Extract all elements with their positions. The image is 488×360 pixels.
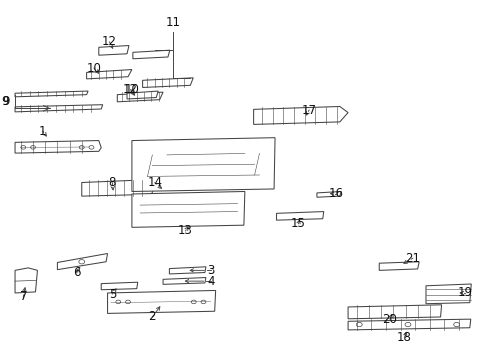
- Text: 4: 4: [206, 275, 214, 288]
- Text: 15: 15: [290, 217, 305, 230]
- Text: 5: 5: [108, 288, 116, 301]
- Text: 2: 2: [148, 310, 156, 324]
- Text: 3: 3: [206, 264, 214, 277]
- Polygon shape: [347, 305, 441, 319]
- Text: 12: 12: [102, 35, 117, 49]
- Polygon shape: [15, 91, 88, 97]
- Polygon shape: [15, 105, 102, 112]
- Polygon shape: [316, 192, 341, 197]
- Polygon shape: [425, 284, 470, 304]
- Polygon shape: [15, 140, 101, 153]
- Polygon shape: [117, 92, 163, 102]
- Circle shape: [79, 260, 84, 264]
- Circle shape: [116, 300, 121, 304]
- Circle shape: [31, 145, 36, 149]
- Polygon shape: [276, 212, 323, 220]
- Text: 14: 14: [147, 176, 162, 189]
- Circle shape: [201, 300, 205, 304]
- Polygon shape: [101, 282, 138, 290]
- Text: 18: 18: [396, 330, 411, 343]
- Circle shape: [356, 322, 362, 327]
- Polygon shape: [253, 107, 347, 125]
- Text: 1: 1: [39, 125, 46, 138]
- Text: 21: 21: [405, 252, 420, 265]
- Circle shape: [125, 300, 130, 304]
- Text: 7: 7: [20, 291, 27, 303]
- Text: 13: 13: [178, 224, 192, 238]
- Text: 8: 8: [108, 176, 116, 189]
- Polygon shape: [163, 278, 205, 284]
- Polygon shape: [169, 267, 205, 274]
- Polygon shape: [132, 192, 244, 227]
- Text: 17: 17: [301, 104, 316, 117]
- Text: 10: 10: [86, 62, 101, 75]
- Text: 9: 9: [1, 95, 9, 108]
- Circle shape: [404, 322, 410, 327]
- Polygon shape: [86, 69, 132, 79]
- Polygon shape: [15, 268, 38, 293]
- Polygon shape: [107, 291, 215, 314]
- Polygon shape: [99, 45, 129, 55]
- Polygon shape: [127, 91, 158, 99]
- Text: 11: 11: [165, 16, 180, 29]
- Polygon shape: [379, 262, 418, 270]
- Circle shape: [79, 145, 84, 149]
- Polygon shape: [57, 253, 107, 270]
- Text: 12: 12: [122, 83, 138, 96]
- Circle shape: [191, 300, 196, 304]
- Circle shape: [89, 145, 94, 149]
- Text: 20: 20: [382, 312, 397, 326]
- Text: 10: 10: [124, 83, 139, 96]
- Text: 19: 19: [456, 287, 471, 300]
- Text: 9: 9: [2, 95, 10, 108]
- Text: 6: 6: [73, 266, 81, 279]
- Text: 16: 16: [328, 187, 343, 200]
- Circle shape: [453, 322, 459, 327]
- Polygon shape: [132, 138, 274, 192]
- Polygon shape: [81, 180, 153, 196]
- Polygon shape: [347, 319, 470, 330]
- Polygon shape: [133, 50, 169, 59]
- Circle shape: [21, 145, 26, 149]
- Polygon shape: [142, 78, 193, 87]
